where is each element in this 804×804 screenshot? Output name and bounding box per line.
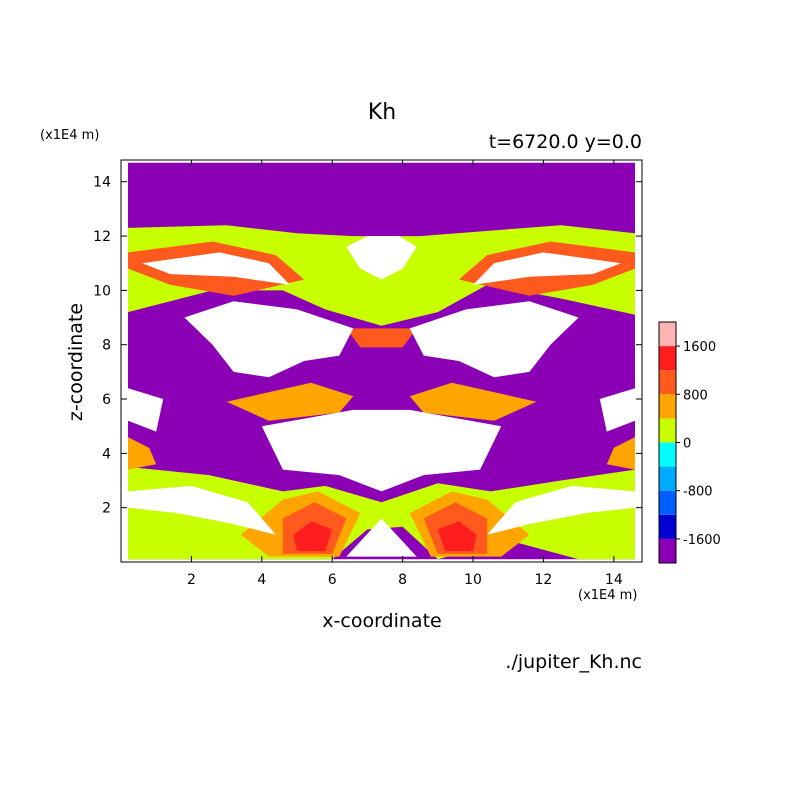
x-tick-label: 4 [257,572,266,588]
y-tick-label: 10 [93,283,111,299]
colorbar-swatch [659,466,676,491]
colorbar-tick-label: 800 [683,388,708,403]
y-tick-label: 6 [102,392,111,408]
colorbar-swatch [659,322,676,347]
field-region-26 [346,518,417,557]
x-axis-unit: (x1E4 m) [578,588,638,603]
colorbar-swatch [659,538,676,563]
field-region-16 [142,252,290,285]
y-tick-label: 12 [93,229,111,245]
field-region-25 [487,485,635,535]
colorbar-swatch [659,442,676,467]
field-region-8 [437,521,477,552]
field-region-13 [409,382,537,421]
field-region-18 [346,236,417,280]
z-axis-unit: (x1E4 m) [40,128,100,143]
field-region-20 [409,301,579,378]
colorbar-tick-label: 0 [683,437,691,452]
colorbar-swatch [659,490,676,515]
colorbar: -1600 -800 0 800 1600 [658,321,721,564]
colorbar-swatch [659,418,676,443]
chart-subtitle: t=6720.0 y=0.0 [488,131,642,153]
source-file-label: ./jupiter_Kh.nc [505,651,642,673]
field-region-14 [128,437,157,470]
field-region-22 [599,388,635,432]
y-tick-label: 4 [102,446,111,462]
field-region-12 [226,382,354,421]
x-tick-label: 12 [535,572,553,588]
field-region-23 [261,409,502,492]
heatmap-field [128,162,635,560]
plot-frame [120,159,643,563]
chart-title: Kh [367,100,397,125]
colorbar-swatch [659,370,676,395]
colorbar-swatch [659,394,676,419]
x-axis-label: x-coordinate [322,610,442,632]
y-tick-label: 8 [102,338,111,354]
y-tick-label: 14 [93,175,111,191]
y-tick-label: 2 [102,501,111,517]
field-region-11 [346,328,417,348]
colorbar-tick-label: -1600 [683,533,721,548]
axis-ticks: 2 4 6 8 10 12 14 2 4 6 8 10 12 14 [93,160,642,588]
x-tick-label: 10 [464,572,482,588]
field-region-24 [128,485,276,535]
x-tick-label: 8 [398,572,407,588]
field-region-7 [293,521,333,552]
field-region-15 [606,437,635,470]
colorbar-swatch [659,514,676,539]
colorbar-tick-label: -800 [683,485,713,500]
colorbar-tick-label: 1600 [683,340,716,355]
field-region-17 [473,252,621,285]
field-region-21 [128,388,164,432]
field-region-19 [184,301,354,378]
colorbar-swatch [659,346,676,371]
x-tick-label: 6 [328,572,337,588]
x-tick-label: 2 [187,572,196,588]
x-tick-label: 14 [605,572,623,588]
